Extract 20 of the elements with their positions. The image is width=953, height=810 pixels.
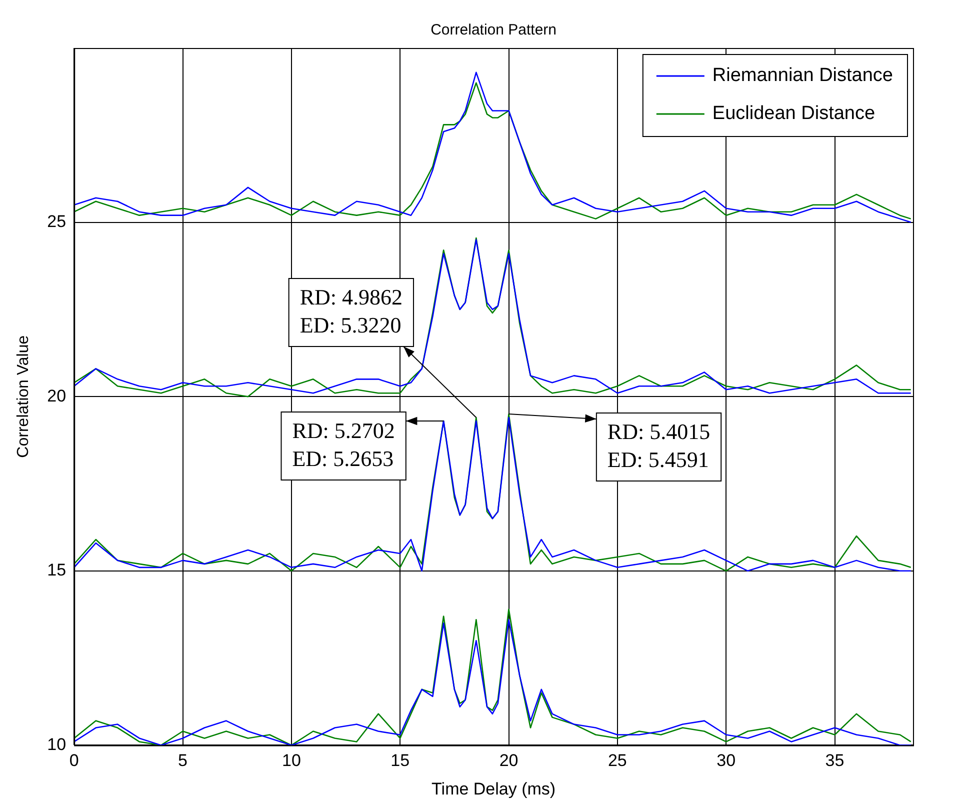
x-tick-label: 10 [282, 751, 301, 770]
annotation: RD: 5.4015 ED: 5.4591 [607, 418, 710, 472]
legend-label: Riemannian Distance [712, 65, 893, 86]
annotation: RD: 5.2702 ED: 5.2653 [292, 418, 395, 471]
y-tick-label: 25 [47, 212, 66, 231]
x-tick-label: 0 [69, 751, 79, 770]
y-tick-label: 10 [47, 734, 66, 754]
y-axis-title: Correlation Value [15, 335, 32, 458]
chart-title: Correlation Pattern [430, 22, 557, 39]
annotation: RD: 4.9862 ED: 5.3220 [300, 284, 403, 338]
y-tick-label: 20 [47, 386, 66, 406]
x-tick-label: 25 [608, 751, 627, 770]
x-tick-label: 20 [499, 751, 518, 770]
x-tick-label: 5 [178, 751, 188, 770]
x-tick-label: 35 [825, 751, 844, 770]
x-axis-title: Time Delay (ms) [432, 779, 556, 798]
y-tick-label: 15 [47, 560, 66, 580]
x-tick-label: 15 [390, 751, 410, 770]
x-tick-label: 30 [716, 751, 736, 770]
legend-label: Euclidean Distance [712, 103, 876, 124]
